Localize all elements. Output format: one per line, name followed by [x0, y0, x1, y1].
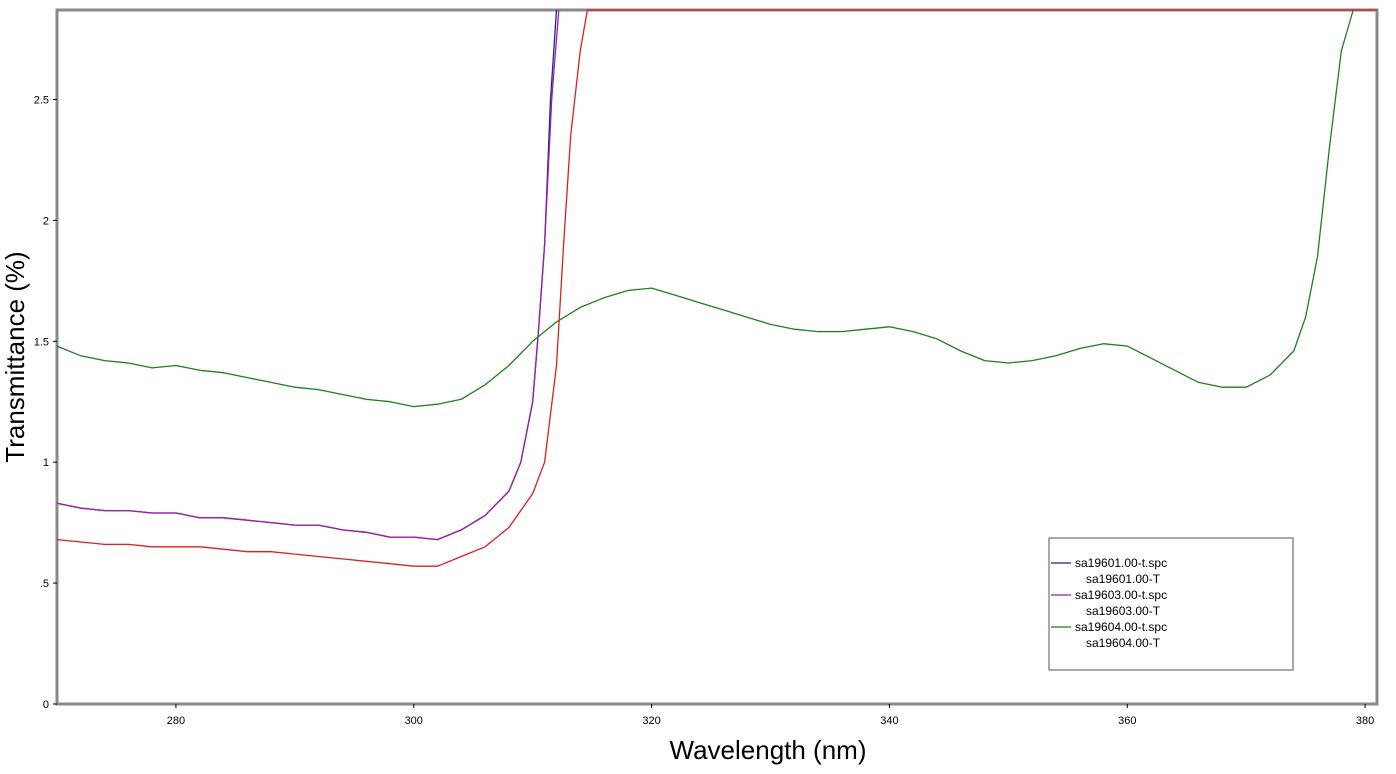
- y-tick-label: 0: [43, 699, 49, 711]
- x-tick-label: 340: [880, 715, 898, 727]
- legend-sublabel-sa19603: sa19603.00-T: [1086, 604, 1161, 618]
- x-tick-label: 320: [642, 715, 660, 727]
- series-line-3: [56, 9, 1377, 567]
- y-axis-title: Transmittance (%): [0, 251, 30, 462]
- y-tick-label: 2.5: [34, 94, 49, 106]
- x-tick-label: 300: [405, 715, 423, 727]
- series-line-2: [56, 9, 1354, 408]
- x-tick-label: 280: [167, 715, 185, 727]
- legend-label-sa19601: sa19601.00-t.spc: [1075, 556, 1167, 570]
- legend-label-sa19603: sa19603.00-t.spc: [1075, 588, 1167, 602]
- y-tick-label: 2: [43, 215, 49, 227]
- x-axis: 280 300 320 340 360 380: [167, 704, 1374, 727]
- legend-sublabel-sa19601: sa19601.00-T: [1086, 572, 1161, 586]
- legend-box: [1048, 537, 1294, 671]
- y-tick-label: 1: [43, 457, 49, 469]
- y-tick-label: 1.5: [34, 336, 49, 348]
- series-line-1: [56, 9, 560, 541]
- x-axis-title: Wavelength (nm): [670, 735, 867, 765]
- y-tick-label: .5: [40, 578, 49, 590]
- legend-sublabel-sa19604: sa19604.00-T: [1086, 636, 1161, 650]
- legend-label-sa19604: sa19604.00-t.spc: [1075, 620, 1167, 634]
- x-tick-label: 360: [1118, 715, 1136, 727]
- legend: sa19601.00-t.spc sa19601.00-T sa19603.00…: [1048, 537, 1294, 671]
- series-line-0: [56, 9, 558, 541]
- series-layer: [56, 9, 1377, 567]
- x-tick-label: 380: [1356, 715, 1374, 727]
- y-axis: 0 .5 1 1.5 2 2.5: [34, 94, 57, 711]
